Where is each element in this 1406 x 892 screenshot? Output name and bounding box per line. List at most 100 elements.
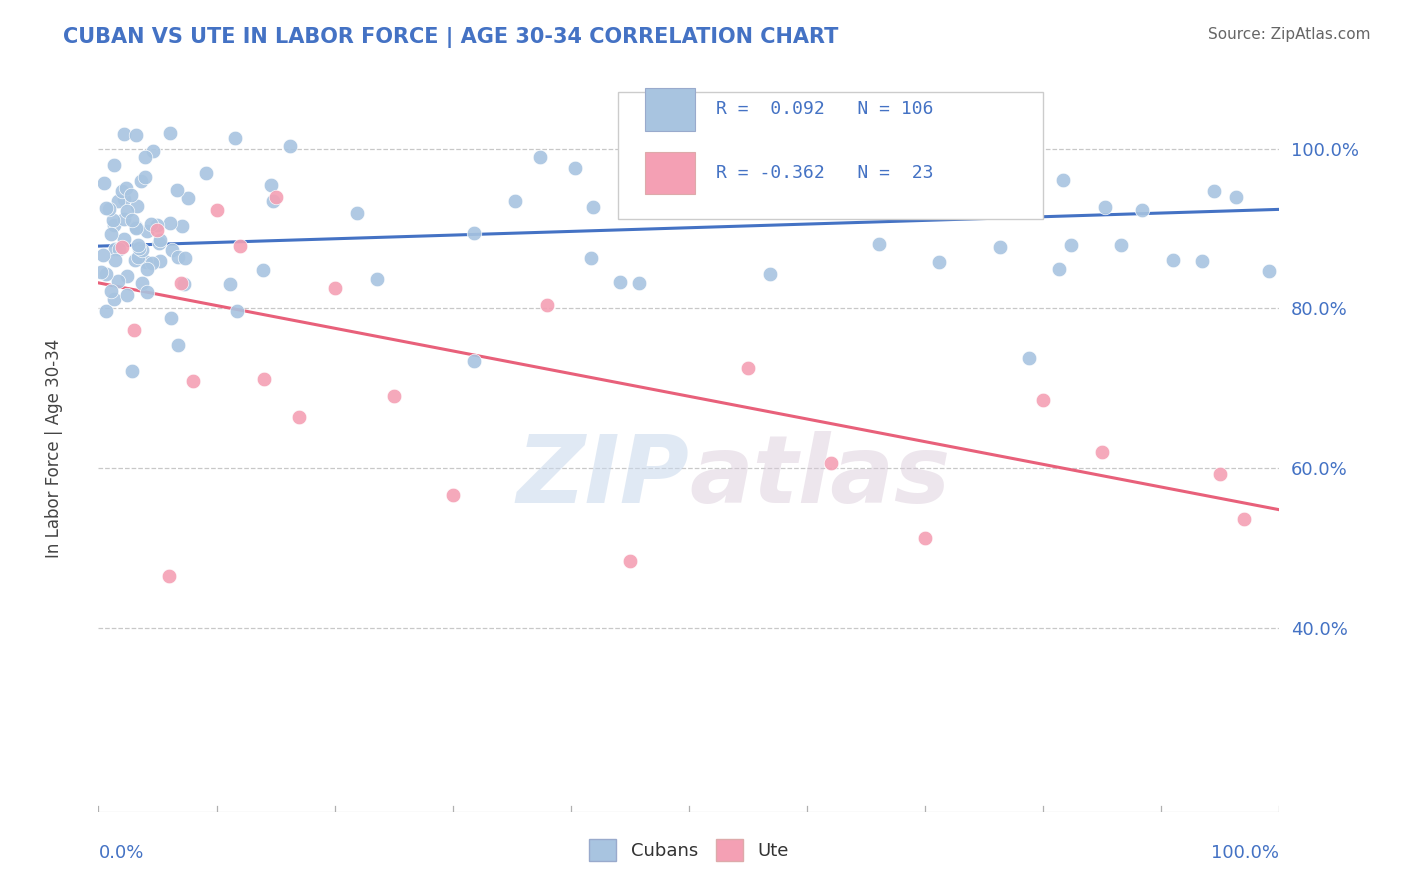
Point (128, 241, 150, 255)
Point (1018, 351, 1040, 366)
Point (159, 216, 181, 230)
Point (107, 194, 129, 208)
Point (259, 178, 281, 192)
Point (253, 371, 276, 385)
Point (205, 202, 228, 217)
Text: ZIP: ZIP (516, 432, 689, 524)
Point (129, 174, 152, 188)
Point (582, 201, 605, 215)
Point (127, 238, 149, 252)
Point (157, 569, 180, 583)
Point (1032, 393, 1054, 408)
Point (115, 203, 138, 218)
Point (104, 252, 127, 267)
Point (134, 150, 156, 164)
Point (1202, 185, 1225, 199)
Point (226, 304, 249, 318)
Point (111, 240, 134, 254)
Point (928, 254, 950, 268)
Point (98, 202, 121, 216)
Point (173, 277, 195, 291)
Point (264, 190, 287, 204)
Point (914, 531, 936, 545)
Point (441, 488, 464, 502)
Point (1233, 512, 1256, 526)
Point (167, 337, 190, 351)
Point (94, 267, 117, 281)
Point (529, 150, 551, 164)
Point (323, 281, 346, 295)
Point (121, 212, 143, 227)
Point (112, 192, 135, 206)
Legend: Cubans, Ute: Cubans, Ute (582, 831, 796, 868)
Point (103, 158, 125, 172)
Point (852, 193, 875, 207)
Point (131, 243, 153, 257)
Point (103, 218, 125, 232)
Point (125, 128, 148, 143)
Point (661, 186, 683, 200)
Point (149, 253, 172, 268)
FancyBboxPatch shape (619, 92, 1043, 219)
Point (505, 194, 527, 209)
Point (224, 130, 246, 145)
Point (134, 170, 156, 185)
Point (159, 126, 181, 140)
Point (972, 161, 994, 176)
Point (104, 242, 127, 256)
Point (170, 276, 193, 290)
Point (112, 232, 135, 246)
Point (166, 184, 188, 198)
Point (121, 364, 143, 378)
Point (174, 251, 197, 265)
Point (149, 233, 172, 247)
Point (177, 191, 200, 205)
Point (115, 181, 138, 195)
Point (1094, 200, 1116, 214)
Text: R = -0.362   N =  23: R = -0.362 N = 23 (716, 164, 934, 182)
Point (993, 166, 1015, 180)
Point (288, 410, 311, 425)
Point (93, 176, 115, 190)
Point (111, 184, 134, 198)
Point (124, 252, 146, 267)
Point (136, 262, 159, 277)
Point (219, 277, 242, 291)
Point (820, 457, 842, 471)
Point (619, 554, 641, 568)
Point (101, 213, 124, 227)
Point (988, 240, 1011, 254)
Point (131, 277, 153, 291)
Point (579, 251, 602, 265)
Point (107, 243, 129, 257)
Point (912, 170, 935, 185)
Point (142, 144, 165, 158)
Text: atlas: atlas (689, 432, 950, 524)
Point (112, 212, 135, 227)
Point (758, 267, 780, 281)
Point (229, 239, 252, 253)
FancyBboxPatch shape (645, 152, 695, 194)
Point (366, 272, 388, 286)
Point (160, 243, 183, 257)
Point (100, 285, 122, 299)
Point (167, 250, 190, 264)
Point (1225, 190, 1247, 204)
Point (1209, 467, 1232, 482)
Point (262, 194, 284, 209)
Point (135, 255, 157, 269)
Point (122, 323, 145, 337)
Point (868, 236, 890, 251)
Point (382, 388, 405, 402)
Point (278, 138, 301, 153)
Point (148, 236, 170, 251)
Point (1109, 237, 1132, 252)
Point (94, 303, 117, 318)
Point (115, 268, 138, 283)
Point (1130, 203, 1153, 218)
Point (141, 217, 163, 231)
Point (127, 199, 149, 213)
Point (170, 219, 193, 233)
Point (127, 250, 149, 264)
Text: In Labor Force | Age 30-34: In Labor Force | Age 30-34 (45, 339, 62, 558)
